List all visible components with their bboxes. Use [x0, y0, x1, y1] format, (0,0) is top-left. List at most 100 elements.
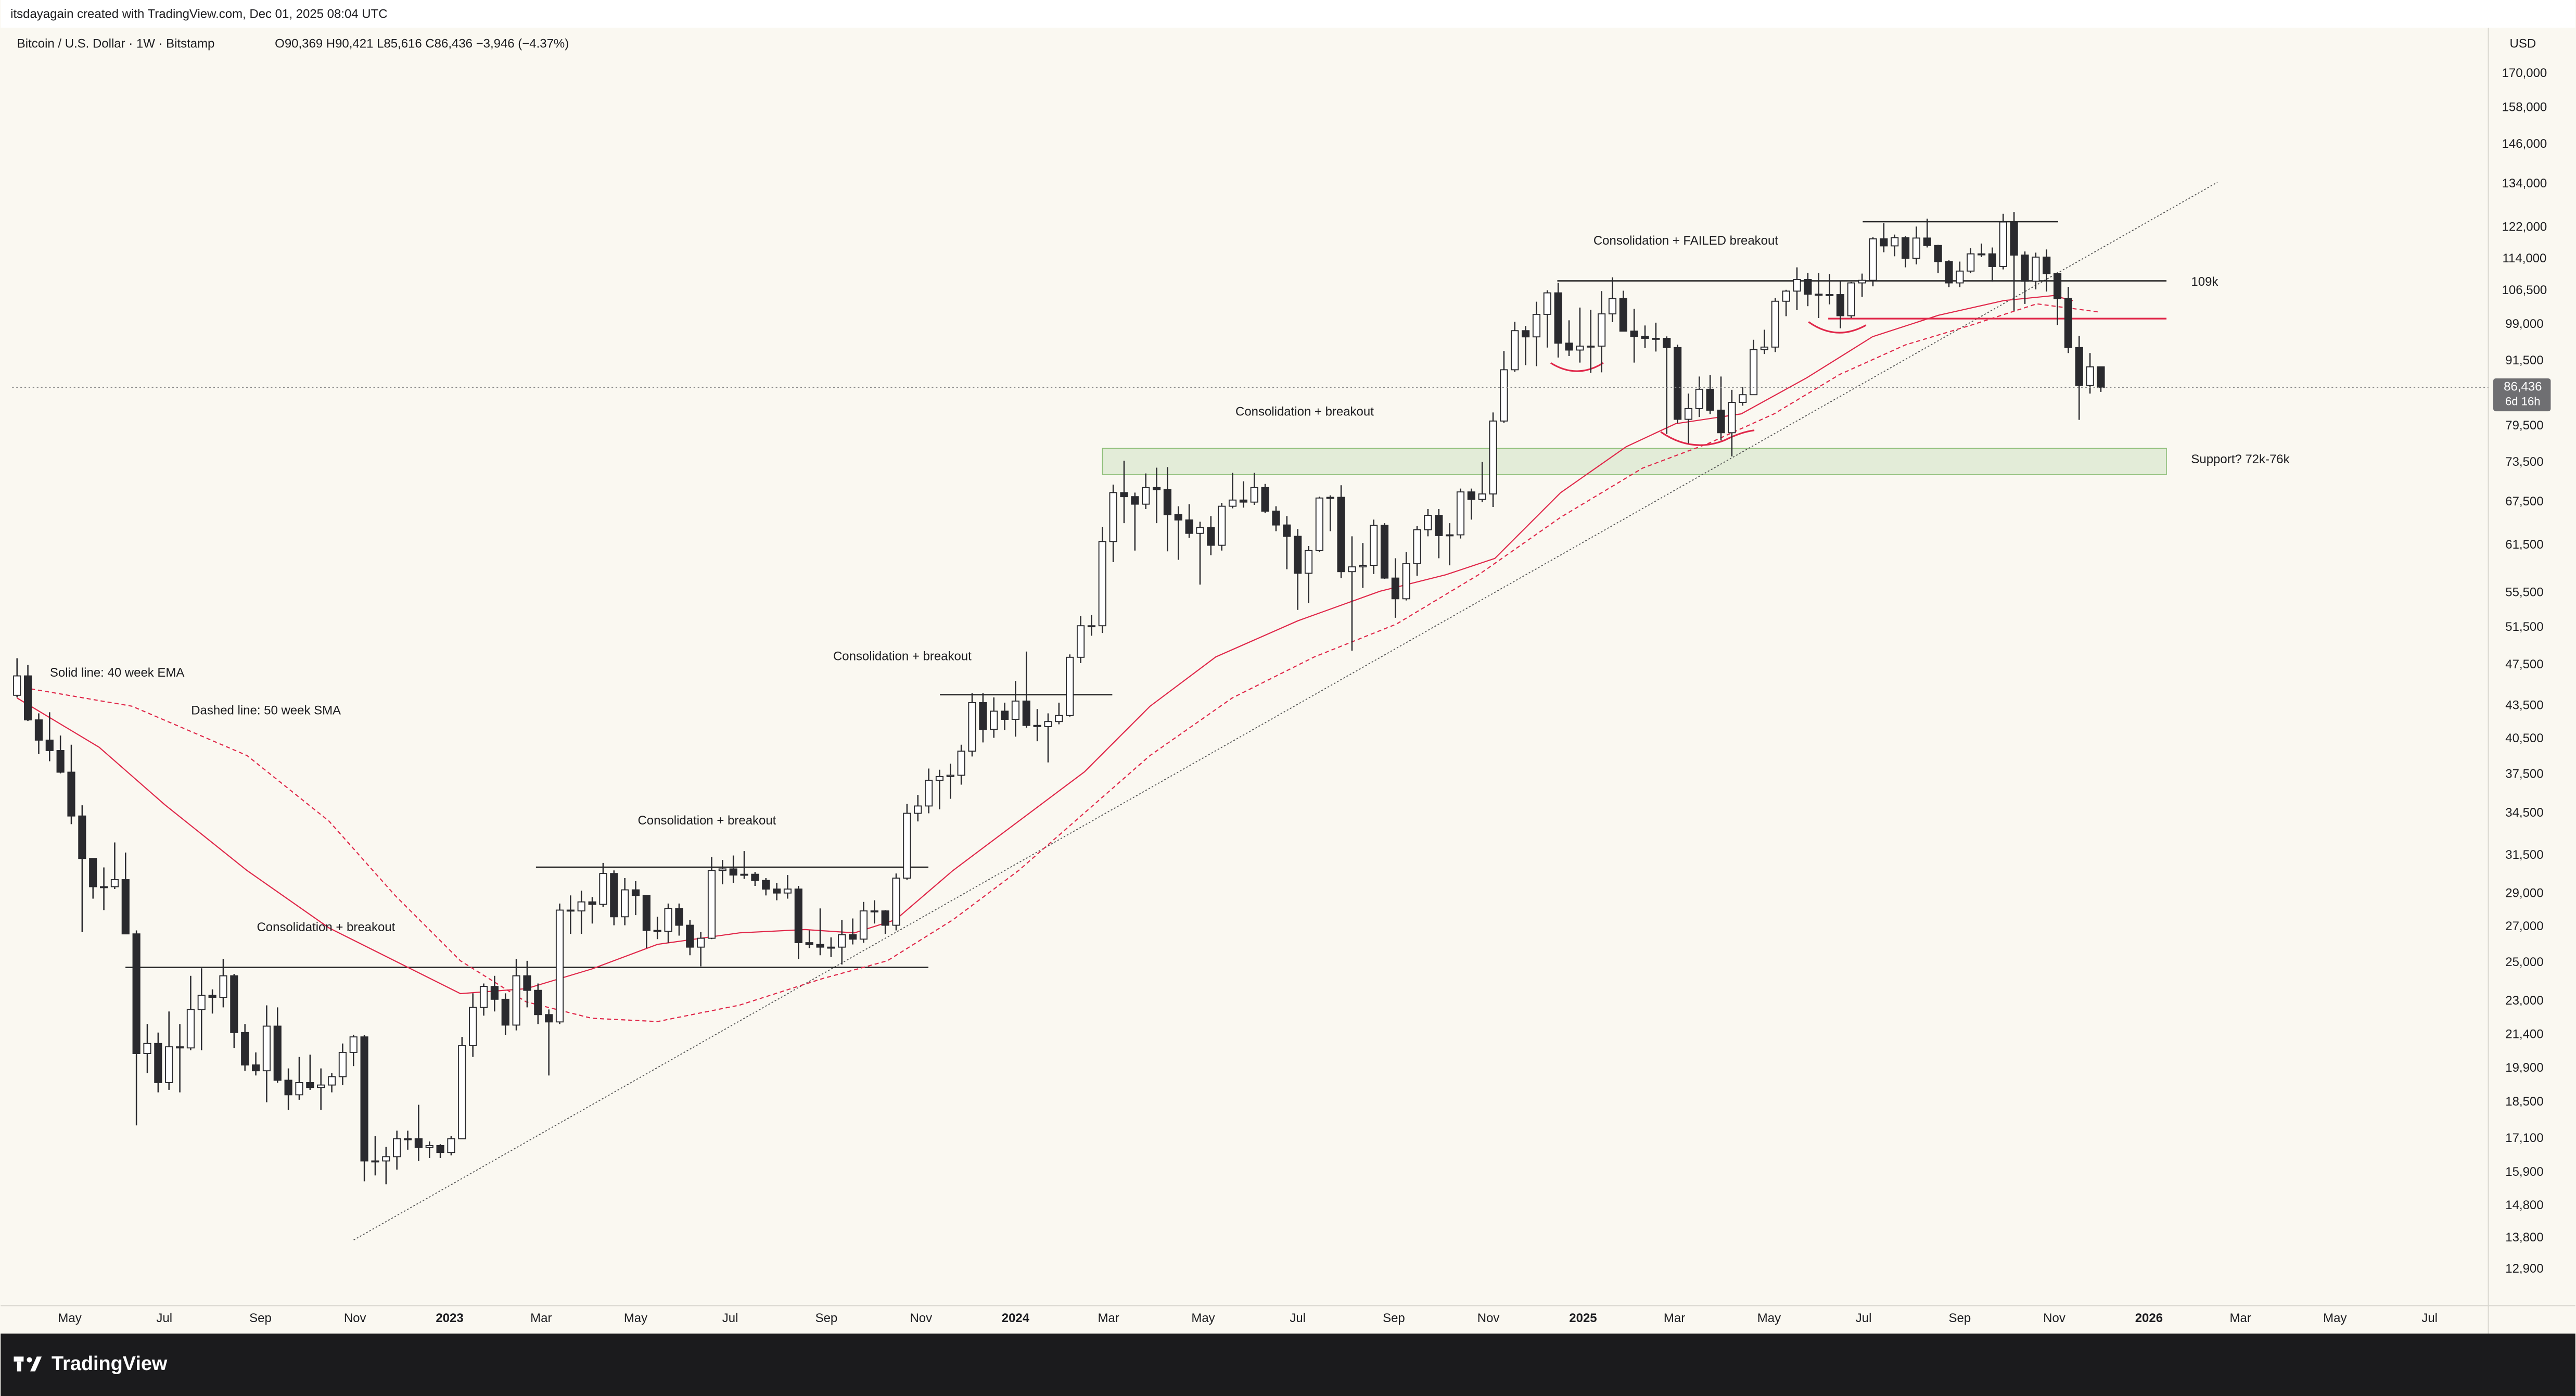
candle-body	[1174, 514, 1182, 521]
y-tick-label: 34,500	[2505, 806, 2543, 820]
candle-body	[1359, 565, 1367, 568]
candle-body	[1771, 300, 1779, 348]
candle-body	[1815, 294, 1823, 296]
candle-body	[1142, 487, 1150, 505]
candle-body	[469, 1007, 477, 1046]
candle-body	[1402, 563, 1410, 600]
candle-body	[143, 1043, 151, 1054]
candle-body	[186, 1009, 195, 1049]
candle-body	[1196, 527, 1204, 534]
candle-body	[1706, 388, 1714, 411]
candle-body	[859, 910, 868, 940]
y-tick-label: 40,500	[2505, 731, 2543, 745]
candle-body	[273, 1025, 282, 1081]
y-tick-label: 55,500	[2505, 585, 2543, 599]
candle-body	[707, 870, 716, 939]
x-tick-label: 2026	[2135, 1311, 2163, 1325]
candle-body	[1652, 338, 1660, 340]
candle-body	[458, 1045, 466, 1139]
candle-body	[34, 719, 43, 741]
trendline	[353, 182, 2218, 1241]
candle-body	[1641, 336, 1649, 339]
y-tick-label: 37,500	[2505, 767, 2543, 781]
candle-body	[1413, 529, 1421, 564]
candle-body	[946, 775, 954, 777]
candle-body	[1478, 493, 1486, 500]
candle-body	[2075, 347, 2083, 386]
candle-body	[1695, 388, 1703, 409]
logo-mark	[27, 1357, 32, 1363]
candle-body	[110, 879, 119, 887]
logo-mark	[17, 1361, 21, 1372]
candle-body	[2032, 256, 2040, 282]
candle-body	[1977, 253, 1986, 256]
candle-body	[56, 750, 65, 773]
candle-body	[425, 1145, 433, 1148]
candle-body	[653, 930, 661, 932]
candle-body	[338, 1051, 347, 1077]
y-tick-label: 23,000	[2505, 994, 2543, 1008]
candle-body	[2086, 366, 2094, 386]
x-tick-label: Nov	[344, 1311, 366, 1325]
x-tick-label: Jul	[156, 1311, 172, 1325]
candle-body	[718, 868, 726, 871]
candle-body	[1858, 280, 1866, 284]
candle-body	[1109, 492, 1117, 542]
candle-body	[794, 889, 802, 944]
candle-body	[490, 986, 499, 1000]
y-tick-label: 15,900	[2505, 1165, 2543, 1179]
y-tick-label: 158,000	[2502, 100, 2547, 114]
candle-body	[664, 908, 672, 932]
candle-body	[1565, 342, 1573, 351]
candle-body	[512, 975, 520, 1026]
candle-body	[1630, 331, 1638, 337]
candle-body	[1598, 313, 1606, 347]
candle-body	[501, 998, 509, 1026]
candle-body	[197, 995, 206, 1010]
annotation: Consolidation + breakout	[833, 649, 972, 663]
candle-body	[1532, 313, 1541, 338]
candle-body	[566, 909, 575, 912]
annotation: Solid line: 40 week EMA	[50, 666, 184, 680]
candle-body	[1674, 347, 1682, 420]
candle-body	[1152, 487, 1161, 490]
candle-body	[1435, 515, 1443, 536]
candle-body	[1489, 420, 1497, 494]
candle-body	[534, 989, 542, 1016]
candle-body	[241, 1032, 249, 1065]
candle-body	[403, 1138, 412, 1140]
candle-body	[1967, 253, 1975, 272]
candle-body	[870, 910, 878, 912]
x-tick-label: Mar	[2230, 1311, 2251, 1325]
candle-body	[816, 944, 824, 948]
candle-body	[208, 995, 216, 998]
candle-body	[45, 739, 54, 751]
countdown: 6d 16h	[2505, 395, 2541, 408]
y-tick-label: 13,800	[2505, 1230, 2543, 1245]
candle-body	[1576, 345, 1584, 351]
candle-body	[447, 1138, 455, 1153]
arc	[1660, 429, 1755, 446]
candle-body	[2043, 256, 2051, 274]
candle-body	[697, 937, 705, 948]
candle-body	[230, 975, 238, 1033]
candle-body	[892, 878, 900, 926]
x-tick-label: Nov	[910, 1311, 932, 1325]
y-tick-label: 114,000	[2502, 251, 2546, 265]
candle-body	[1934, 245, 1942, 262]
logo-mark	[14, 1356, 24, 1362]
candle-body	[1456, 491, 1465, 536]
candle-body	[1891, 237, 1899, 247]
candle-body	[1000, 710, 1009, 720]
candle-body	[1728, 402, 1736, 434]
y-tick-label: 170,000	[2502, 66, 2547, 80]
candle-body	[751, 873, 759, 881]
annotation: Consolidation + FAILED breakout	[1593, 234, 1778, 248]
candle-body	[251, 1064, 260, 1072]
candle-body	[382, 1156, 390, 1162]
candle-body	[1446, 534, 1454, 537]
candle-body	[2097, 366, 2105, 388]
x-tick-label: Nov	[1477, 1311, 1500, 1325]
